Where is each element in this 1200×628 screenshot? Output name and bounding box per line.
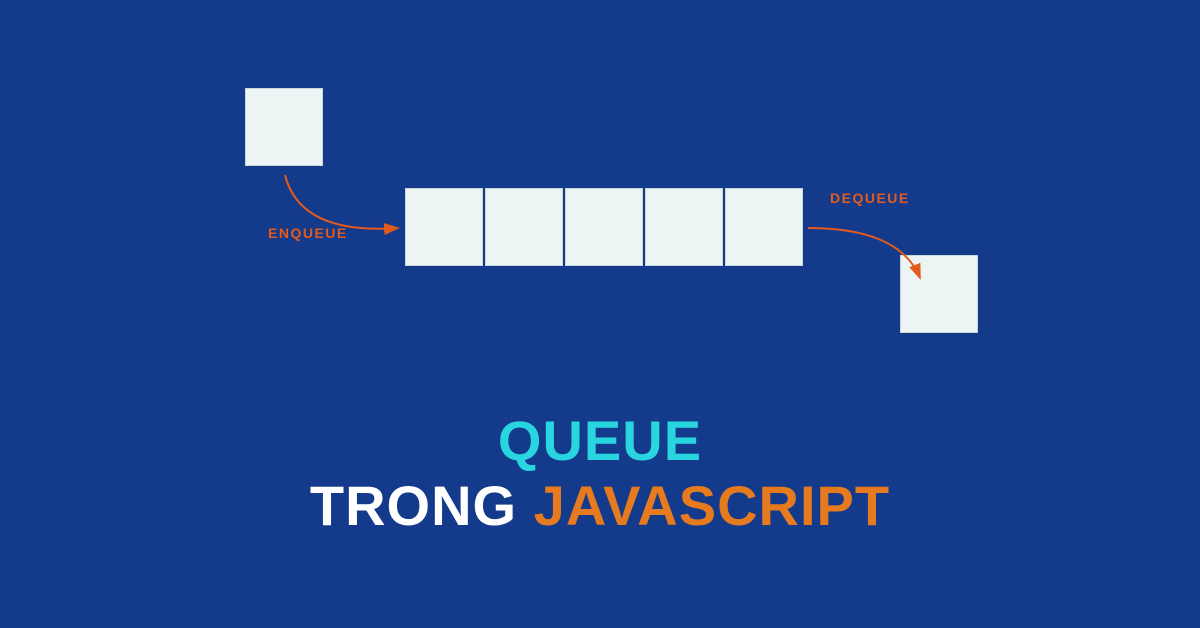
enqueue-label: ENQUEUE — [268, 225, 348, 241]
title-line2-a: TRONG — [310, 474, 534, 537]
queue-diagram: ENQUEUE DEQUEUE — [0, 80, 1200, 360]
queue-box — [645, 188, 723, 266]
queue-box — [405, 188, 483, 266]
enqueue-arrow — [285, 175, 398, 229]
title-line1: QUEUE — [0, 409, 1200, 473]
title-block: QUEUE TRONG JAVASCRIPT — [0, 409, 1200, 538]
queue-box — [485, 188, 563, 266]
dequeue-label: DEQUEUE — [830, 190, 910, 206]
incoming-box — [245, 88, 323, 166]
title-line2-b: JAVASCRIPT — [534, 474, 890, 537]
queue-box — [725, 188, 803, 266]
title-line2: TRONG JAVASCRIPT — [0, 474, 1200, 538]
outgoing-box — [900, 255, 978, 333]
queue-box — [565, 188, 643, 266]
